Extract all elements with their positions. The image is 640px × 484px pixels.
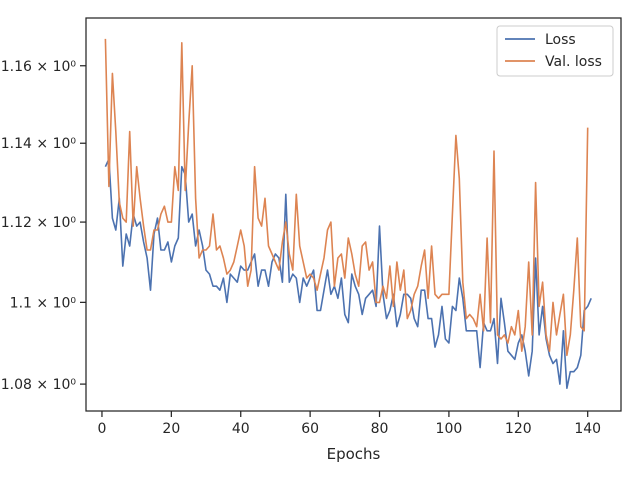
series-line-val-loss	[104, 38, 589, 357]
y-tick-label: 1.08 × 10⁰	[1, 377, 77, 393]
x-tick-label: 60	[301, 421, 319, 437]
legend-label-val-loss: Val. loss	[545, 54, 602, 70]
x-tick-label: 140	[574, 421, 601, 437]
y-tick-label: 1.12 × 10⁰	[1, 215, 77, 231]
y-axis: 1.08 × 10⁰ 1.1 × 10⁰ 1.12 × 10⁰ 1.14 × 10⁰ 1…	[1, 59, 86, 393]
legend: Loss Val. loss	[496, 25, 614, 77]
legend-label-loss: Loss	[545, 32, 576, 48]
y-tick-label: 1.1 × 10⁰	[10, 295, 77, 311]
y-tick-label: 1.14 × 10⁰	[1, 136, 77, 152]
x-tick-label: 100	[436, 421, 463, 437]
x-tick-label: 120	[505, 421, 532, 437]
x-tick-label: 40	[232, 421, 250, 437]
x-tick-label: 0	[97, 421, 106, 437]
x-axis-label: Epochs	[327, 445, 381, 463]
plot-lines	[104, 38, 592, 390]
axes-frame	[85, 17, 622, 412]
x-axis: 0 20 40 60 80 100 120 140	[97, 411, 601, 437]
x-tick-label: 80	[371, 421, 389, 437]
y-tick-label: 1.16 × 10⁰	[1, 59, 77, 75]
x-tick-label: 20	[162, 421, 180, 437]
series-line-loss	[104, 158, 592, 390]
